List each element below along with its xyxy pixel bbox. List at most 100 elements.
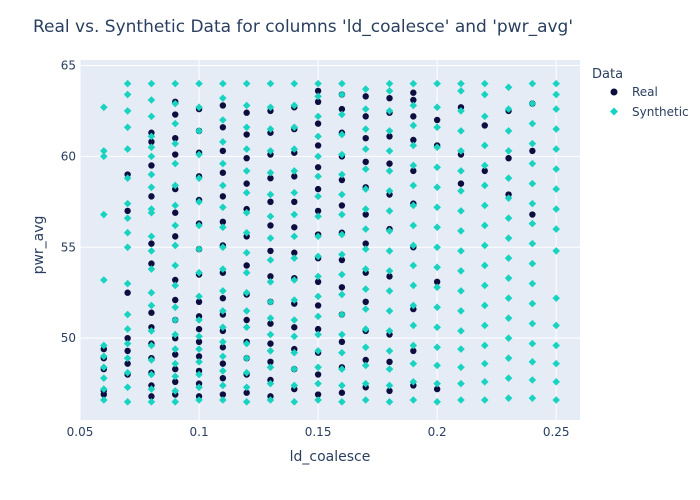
synthetic-point[interactable]: [504, 214, 513, 222]
real-point[interactable]: [124, 289, 131, 296]
real-point[interactable]: [195, 298, 203, 306]
real-point[interactable]: [362, 298, 369, 306]
synthetic-point[interactable]: [242, 398, 251, 406]
synthetic-point[interactable]: [100, 152, 108, 161]
synthetic-point[interactable]: [409, 396, 418, 404]
synthetic-point[interactable]: [338, 110, 346, 119]
synthetic-point[interactable]: [504, 83, 513, 92]
real-point[interactable]: [148, 193, 155, 200]
synthetic-point[interactable]: [147, 152, 156, 161]
real-point[interactable]: [314, 278, 322, 286]
synthetic-point[interactable]: [361, 285, 370, 293]
synthetic-point[interactable]: [504, 274, 513, 282]
synthetic-point[interactable]: [147, 356, 156, 364]
synthetic-point[interactable]: [552, 341, 560, 350]
synthetic-point[interactable]: [528, 358, 537, 366]
synthetic-point[interactable]: [504, 394, 513, 402]
synthetic-point[interactable]: [338, 348, 346, 357]
synthetic-point[interactable]: [361, 225, 370, 233]
synthetic-point[interactable]: [385, 187, 394, 195]
synthetic-point[interactable]: [433, 123, 441, 132]
synthetic-point[interactable]: [171, 387, 180, 395]
synthetic-point[interactable]: [433, 303, 441, 312]
synthetic-point[interactable]: [242, 354, 251, 362]
synthetic-point[interactable]: [361, 165, 370, 173]
synthetic-point[interactable]: [242, 188, 251, 197]
synthetic-point[interactable]: [219, 352, 227, 361]
synthetic-point[interactable]: [219, 307, 227, 315]
real-point[interactable]: [243, 180, 250, 187]
real-point[interactable]: [267, 320, 274, 327]
real-point[interactable]: [148, 393, 155, 400]
synthetic-point[interactable]: [219, 116, 227, 124]
synthetic-point[interactable]: [219, 323, 227, 332]
real-point[interactable]: [172, 296, 179, 304]
synthetic-point[interactable]: [528, 394, 537, 402]
real-point[interactable]: [172, 151, 179, 158]
synthetic-point[interactable]: [361, 185, 370, 193]
synthetic-point[interactable]: [504, 234, 513, 242]
synthetic-point[interactable]: [242, 288, 251, 297]
synthetic-point[interactable]: [457, 363, 465, 372]
synthetic-point[interactable]: [409, 221, 418, 230]
real-point[interactable]: [243, 389, 250, 396]
real-point[interactable]: [172, 233, 179, 240]
synthetic-point[interactable]: [552, 105, 560, 113]
synthetic-point[interactable]: [552, 294, 560, 302]
synthetic-point[interactable]: [195, 332, 203, 341]
real-point[interactable]: [314, 391, 322, 398]
real-point[interactable]: [314, 302, 322, 309]
synthetic-point[interactable]: [266, 396, 275, 404]
synthetic-point[interactable]: [433, 283, 441, 292]
synthetic-point[interactable]: [147, 170, 156, 179]
real-point[interactable]: [219, 102, 227, 109]
synthetic-point[interactable]: [361, 379, 370, 388]
synthetic-point[interactable]: [528, 119, 537, 128]
synthetic-point[interactable]: [409, 321, 418, 330]
real-point[interactable]: [172, 351, 179, 358]
real-point[interactable]: [362, 134, 369, 142]
synthetic-point[interactable]: [385, 227, 394, 235]
synthetic-point[interactable]: [528, 99, 537, 108]
synthetic-point[interactable]: [242, 368, 251, 377]
real-point[interactable]: [386, 160, 393, 167]
synthetic-point[interactable]: [100, 147, 108, 155]
synthetic-point[interactable]: [409, 341, 418, 350]
synthetic-point[interactable]: [266, 212, 275, 221]
synthetic-point[interactable]: [242, 383, 251, 392]
synthetic-point[interactable]: [195, 370, 203, 379]
synthetic-point[interactable]: [266, 278, 275, 286]
synthetic-point[interactable]: [314, 92, 322, 101]
synthetic-point[interactable]: [171, 99, 180, 108]
synthetic-point[interactable]: [242, 167, 251, 175]
synthetic-point[interactable]: [409, 101, 418, 110]
synthetic-point[interactable]: [171, 221, 180, 230]
synthetic-point[interactable]: [219, 243, 227, 252]
real-point[interactable]: [362, 158, 369, 166]
synthetic-point[interactable]: [385, 267, 394, 275]
real-point[interactable]: [148, 309, 155, 316]
real-point[interactable]: [362, 93, 369, 100]
synthetic-point[interactable]: [100, 276, 108, 284]
synthetic-point[interactable]: [433, 183, 441, 192]
synthetic-point[interactable]: [504, 105, 513, 113]
synthetic-point[interactable]: [219, 223, 227, 232]
real-point[interactable]: [243, 262, 250, 269]
synthetic-point[interactable]: [338, 150, 346, 159]
synthetic-point[interactable]: [385, 127, 394, 135]
synthetic-point[interactable]: [171, 139, 180, 148]
synthetic-point[interactable]: [409, 161, 418, 170]
synthetic-point[interactable]: [528, 279, 537, 288]
real-point[interactable]: [291, 173, 298, 180]
synthetic-point[interactable]: [147, 301, 156, 310]
synthetic-point[interactable]: [504, 294, 513, 302]
synthetic-point[interactable]: [219, 265, 227, 273]
synthetic-point[interactable]: [552, 90, 560, 99]
synthetic-point[interactable]: [314, 347, 322, 355]
real-point[interactable]: [172, 134, 179, 142]
synthetic-point[interactable]: [385, 307, 394, 315]
synthetic-point[interactable]: [147, 96, 156, 104]
synthetic-point[interactable]: [338, 210, 346, 219]
real-point[interactable]: [267, 174, 274, 182]
real-point[interactable]: [481, 122, 488, 129]
